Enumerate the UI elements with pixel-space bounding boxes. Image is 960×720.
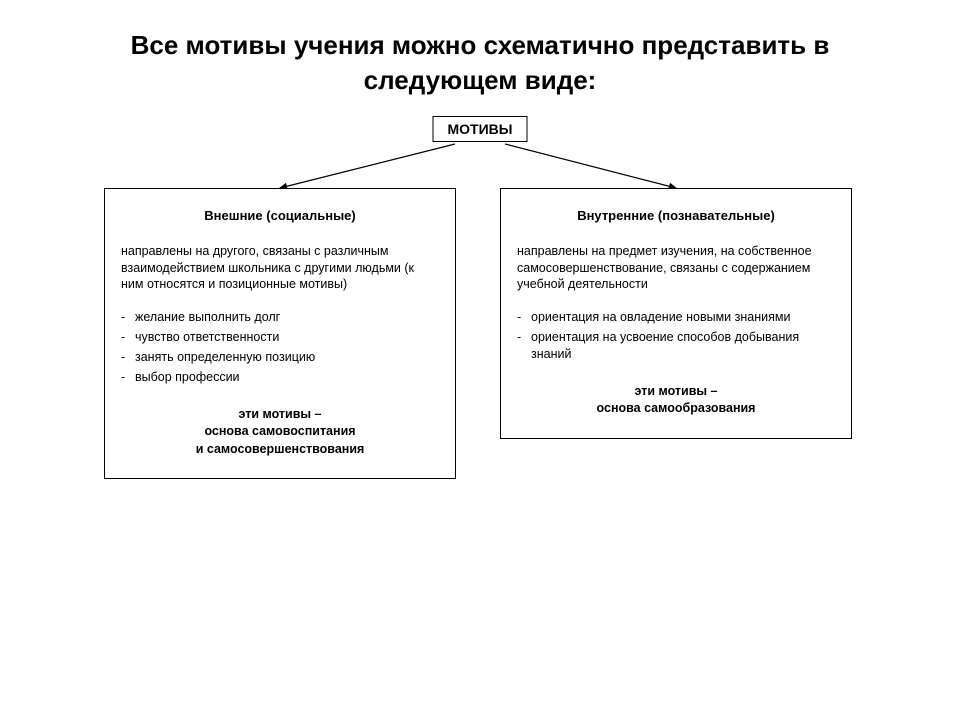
- right-branch-title: Внутренние (познавательные): [517, 207, 835, 225]
- footer-line: эти мотивы –: [121, 406, 439, 424]
- left-branch-list: желание выполнить долг чувство ответствен…: [121, 309, 439, 386]
- right-branch: Внутренние (познавательные) направлены н…: [500, 188, 852, 439]
- right-branch-list: ориентация на овладение новыми знаниями о…: [517, 309, 835, 363]
- page-title: Все мотивы учения можно схематично предс…: [0, 0, 960, 98]
- left-branch-title: Внешние (социальные): [121, 207, 439, 225]
- list-item: желание выполнить долг: [121, 309, 439, 326]
- footer-line: и самосовершенствования: [121, 441, 439, 459]
- footer-line: основа самовоспитания: [121, 423, 439, 441]
- diagram-container: МОТИВЫ Внешние (социальные) направлены н…: [0, 116, 960, 676]
- list-item: ориентация на овладение новыми знаниями: [517, 309, 835, 326]
- left-branch-footer: эти мотивы – основа самовоспитания и сам…: [121, 406, 439, 459]
- left-branch-desc: направлены на другого, связаны с различн…: [121, 243, 439, 294]
- footer-line: эти мотивы –: [517, 383, 835, 401]
- right-branch-desc: направлены на предмет изучения, на собст…: [517, 243, 835, 294]
- list-item: чувство ответственности: [121, 329, 439, 346]
- right-branch-footer: эти мотивы – основа самообразования: [517, 383, 835, 418]
- list-item: занять определенную позицию: [121, 349, 439, 366]
- footer-line: основа самообразования: [517, 400, 835, 418]
- left-branch: Внешние (социальные) направлены на друго…: [104, 188, 456, 479]
- list-item: ориентация на усвоение способов добывани…: [517, 329, 835, 363]
- list-item: выбор профессии: [121, 369, 439, 386]
- root-node: МОТИВЫ: [433, 116, 528, 142]
